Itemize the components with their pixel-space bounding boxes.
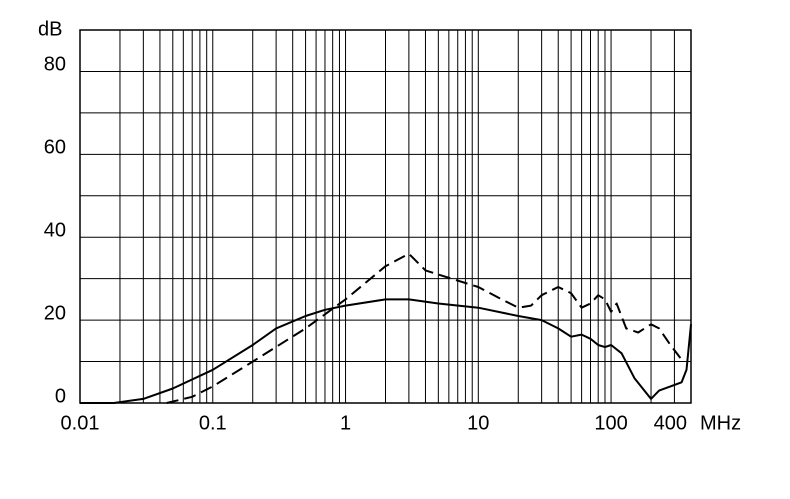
y-axis-label: dB — [38, 18, 62, 40]
line-series — [80, 298, 692, 404]
x-tick-label: 400 — [654, 412, 687, 434]
y-tick-label: 20 — [44, 302, 66, 324]
line-series — [166, 252, 685, 404]
x-tick-label: 1 — [340, 412, 351, 434]
y-tick-label: 40 — [44, 220, 66, 242]
x-tick-label: 10 — [467, 412, 489, 434]
x-tick-label: 100 — [594, 412, 627, 434]
x-axis-label: MHz — [700, 412, 741, 434]
y-tick-label: 80 — [44, 54, 66, 76]
x-tick-label: 0.01 — [61, 412, 100, 434]
y-tick-label: 60 — [44, 137, 66, 159]
x-tick-label: 0.1 — [199, 412, 227, 434]
y-tick-label: 0 — [55, 385, 66, 407]
